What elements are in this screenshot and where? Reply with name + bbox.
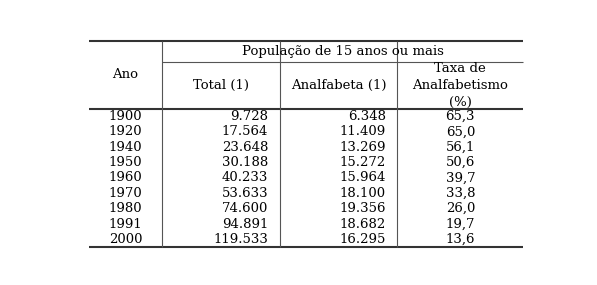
- Text: 11.409: 11.409: [340, 125, 386, 138]
- Text: 15.964: 15.964: [339, 172, 386, 184]
- Text: População de 15 anos ou mais: População de 15 anos ou mais: [242, 45, 444, 58]
- Text: 1940: 1940: [109, 141, 142, 154]
- Text: 17.564: 17.564: [222, 125, 268, 138]
- Text: 9.728: 9.728: [230, 110, 268, 123]
- Text: 30.188: 30.188: [222, 156, 268, 169]
- Text: 65,0: 65,0: [446, 125, 475, 138]
- Text: 23.648: 23.648: [222, 141, 268, 154]
- Text: 33,8: 33,8: [445, 187, 475, 200]
- Text: 40.233: 40.233: [222, 172, 268, 184]
- Text: 19.356: 19.356: [339, 202, 386, 215]
- Text: Analfabeta (1): Analfabeta (1): [291, 79, 386, 92]
- Text: 53.633: 53.633: [221, 187, 268, 200]
- Text: 15.272: 15.272: [340, 156, 386, 169]
- Text: 50,6: 50,6: [446, 156, 475, 169]
- Text: Taxa de
Analfabetismo
(%): Taxa de Analfabetismo (%): [413, 62, 508, 109]
- Text: 1950: 1950: [109, 156, 142, 169]
- Text: 94.891: 94.891: [222, 217, 268, 231]
- Text: 39,7: 39,7: [445, 172, 475, 184]
- Text: 1980: 1980: [109, 202, 142, 215]
- Text: 18.682: 18.682: [340, 217, 386, 231]
- Text: 1920: 1920: [109, 125, 142, 138]
- Text: 119.533: 119.533: [213, 233, 268, 246]
- Text: 19,7: 19,7: [445, 217, 475, 231]
- Text: 18.100: 18.100: [340, 187, 386, 200]
- Text: 74.600: 74.600: [222, 202, 268, 215]
- Text: 65,3: 65,3: [445, 110, 475, 123]
- Text: 26,0: 26,0: [446, 202, 475, 215]
- Text: 1970: 1970: [109, 187, 142, 200]
- Text: 1960: 1960: [109, 172, 142, 184]
- Text: Total (1): Total (1): [193, 79, 249, 92]
- Text: 6.348: 6.348: [347, 110, 386, 123]
- Text: 13,6: 13,6: [445, 233, 475, 246]
- Text: 16.295: 16.295: [339, 233, 386, 246]
- Text: 2000: 2000: [109, 233, 142, 246]
- Text: 1991: 1991: [109, 217, 142, 231]
- Text: Ano: Ano: [112, 68, 139, 81]
- Text: 56,1: 56,1: [446, 141, 475, 154]
- Text: 13.269: 13.269: [339, 141, 386, 154]
- Text: 1900: 1900: [109, 110, 142, 123]
